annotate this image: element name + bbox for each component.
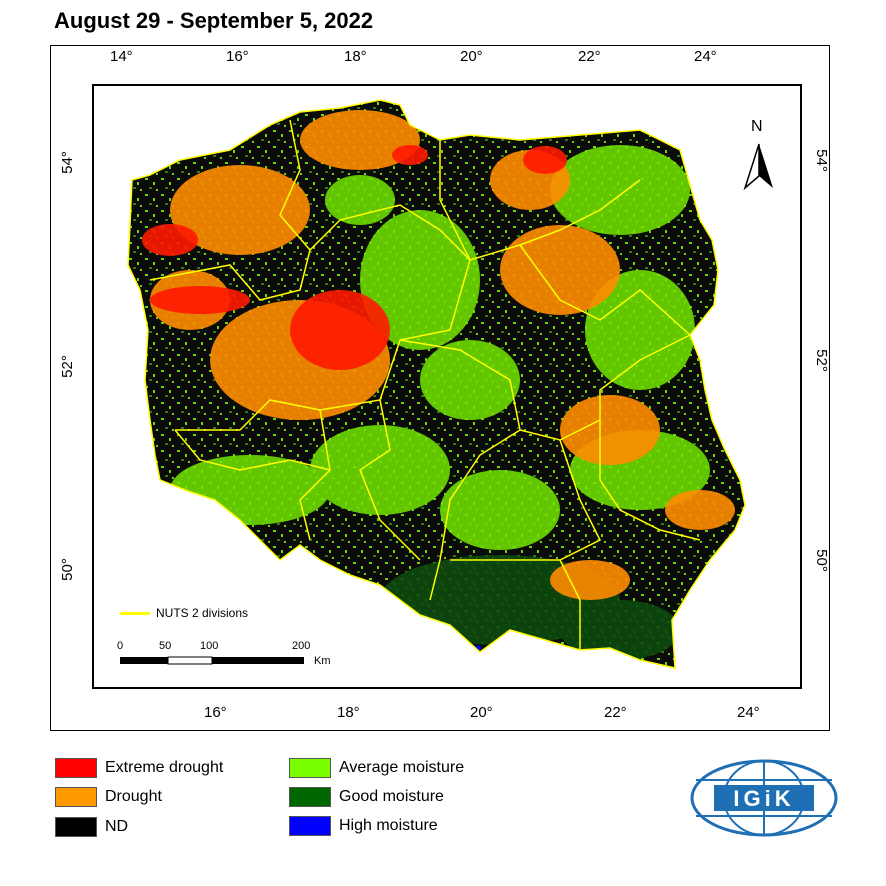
top-tick-16: 16° (226, 48, 249, 65)
scale-label-0: 0 (117, 640, 124, 652)
legend-label: Extreme drought (105, 759, 224, 776)
bottom-tick-22: 22° (604, 704, 627, 721)
nuts-legend: NUTS 2 divisions (120, 606, 248, 620)
legend-item-average-moisture: Average moisture (289, 758, 464, 778)
igik-logo-icon: IGiK (690, 759, 838, 837)
logo-text: IGiK (733, 786, 794, 811)
legend-swatch (289, 816, 331, 836)
legend-swatch (55, 817, 97, 837)
legend-item-drought: Drought (55, 787, 162, 807)
scale-unit: Km (314, 655, 331, 667)
bottom-tick-20: 20° (470, 704, 493, 721)
top-tick-24: 24° (694, 48, 717, 65)
north-arrow-icon (743, 143, 773, 191)
top-tick-14: 14° (110, 48, 133, 65)
top-tick-20: 20° (460, 48, 483, 65)
legend-swatch (55, 758, 97, 778)
legend-label: Good moisture (339, 788, 444, 805)
legend-swatch (289, 758, 331, 778)
nuts-legend-label: NUTS 2 divisions (156, 606, 249, 620)
country-border (127, 99, 746, 669)
scale-bar (120, 656, 304, 665)
extreme-drought-areas (142, 145, 567, 370)
legend-item-nd: ND (55, 817, 128, 837)
legend-label: ND (105, 818, 129, 835)
legend-item-high-moisture: High moisture (289, 816, 438, 836)
map-outer-frame (50, 45, 830, 731)
bottom-tick-18: 18° (337, 704, 360, 721)
scale-label-200: 200 (292, 640, 311, 652)
legend-label: High moisture (339, 817, 438, 834)
top-tick-22: 22° (578, 48, 601, 65)
top-tick-18: 18° (344, 48, 367, 65)
nuts-line-symbol (120, 611, 150, 615)
north-label: N (751, 118, 763, 135)
legend-swatch (289, 787, 331, 807)
nuts2-divisions (149, 119, 701, 650)
bottom-tick-24: 24° (737, 704, 760, 721)
legend-label: Average moisture (339, 759, 465, 776)
scale-label-100: 100 (200, 640, 219, 652)
average-moisture-areas (170, 145, 710, 550)
legend-item-good-moisture: Good moisture (289, 787, 444, 807)
map-title: August 29 - September 5, 2022 (54, 8, 374, 33)
bottom-tick-16: 16° (204, 704, 227, 721)
legend-item-extreme-drought: Extreme drought (55, 758, 223, 778)
legend-swatch (55, 787, 97, 807)
scale-label-50: 50 (159, 640, 172, 652)
legend-label: Drought (105, 788, 162, 805)
